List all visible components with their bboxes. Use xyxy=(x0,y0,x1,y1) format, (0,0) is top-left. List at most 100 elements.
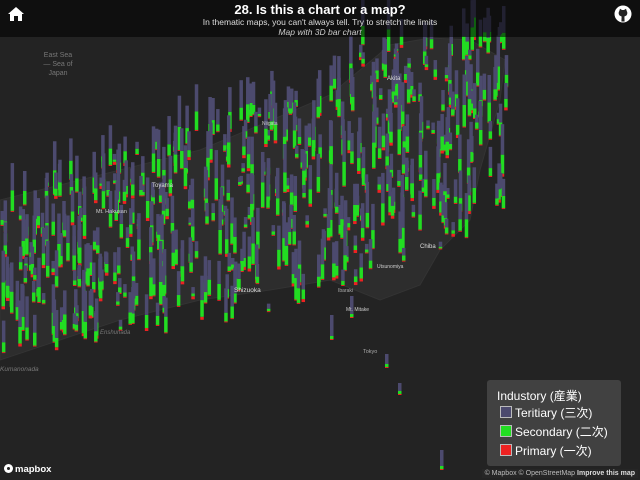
bar-primary xyxy=(426,128,430,130)
bar-secondary xyxy=(108,213,113,227)
bar-primary xyxy=(123,296,127,298)
bar-primary xyxy=(168,193,173,197)
bar-secondary xyxy=(44,190,49,198)
bar-teritiary xyxy=(347,121,351,141)
bar-primary xyxy=(137,259,141,261)
bar-secondary xyxy=(84,271,88,284)
bar-secondary xyxy=(429,39,434,49)
bar-secondary xyxy=(364,249,369,253)
bar-secondary xyxy=(353,204,357,222)
bar-secondary xyxy=(41,253,46,266)
bar-secondary xyxy=(501,195,506,209)
mapbox-logo[interactable]: mapbox xyxy=(4,464,51,475)
bar-teritiary xyxy=(118,278,122,288)
bar-primary xyxy=(337,116,341,118)
bar-primary xyxy=(224,253,229,257)
bar-teritiary xyxy=(92,151,96,178)
home-button[interactable] xyxy=(7,5,25,23)
attribution-osm-link[interactable]: © OpenStreetMap xyxy=(518,470,576,477)
bar-teritiary xyxy=(444,67,449,75)
bar-secondary xyxy=(205,216,209,224)
bar-secondary xyxy=(31,292,36,302)
bar-secondary xyxy=(377,184,381,190)
bar-primary xyxy=(94,200,98,204)
bar-teritiary xyxy=(230,257,235,265)
bar-primary xyxy=(114,219,118,221)
bar-secondary xyxy=(135,148,139,155)
bar-secondary xyxy=(266,135,270,140)
bar-secondary xyxy=(397,129,402,155)
bar-teritiary xyxy=(203,275,208,293)
bar-teritiary xyxy=(94,172,98,189)
bar-secondary xyxy=(359,267,363,279)
bar-primary xyxy=(247,218,252,220)
bar-teritiary xyxy=(134,282,139,296)
bar-teritiary xyxy=(476,48,480,73)
bar-primary xyxy=(173,172,178,174)
bar-secondary xyxy=(341,280,345,286)
bar-secondary xyxy=(10,190,15,211)
bar-teritiary xyxy=(255,244,259,265)
bar-primary xyxy=(372,167,376,169)
bar-secondary xyxy=(176,295,181,306)
bar-primary xyxy=(346,227,351,231)
bar-secondary xyxy=(330,336,334,339)
bar-secondary xyxy=(254,126,258,133)
bar-teritiary xyxy=(177,95,182,127)
bar-secondary xyxy=(405,176,409,190)
bar-secondary xyxy=(247,214,252,219)
bar-primary xyxy=(377,189,381,193)
bar-teritiary xyxy=(466,139,471,168)
bar-secondary xyxy=(250,164,254,180)
bar-teritiary xyxy=(467,175,471,196)
bar-secondary xyxy=(74,324,79,331)
mapbox-logo-text: mapbox xyxy=(15,464,52,475)
bar-teritiary xyxy=(77,264,82,280)
bar-teritiary xyxy=(9,262,14,292)
improve-map-link[interactable]: Improve this map xyxy=(577,470,635,477)
bar-secondary xyxy=(368,260,373,269)
bar-primary xyxy=(113,281,117,285)
bar-secondary xyxy=(433,69,438,77)
bar-teritiary xyxy=(412,89,416,97)
bar-secondary xyxy=(256,231,260,249)
place-label-enshunada: Enshunada xyxy=(100,330,131,336)
bar-primary xyxy=(440,469,444,470)
bar-teritiary xyxy=(36,198,41,217)
bar-primary xyxy=(74,330,79,332)
bar-teritiary xyxy=(114,190,118,212)
bar-secondary xyxy=(177,126,182,150)
bar-secondary xyxy=(497,189,501,200)
bar-teritiary xyxy=(377,176,381,185)
bar-primary xyxy=(288,113,293,115)
bar-secondary xyxy=(224,239,229,254)
bar-primary xyxy=(329,100,333,102)
bar-teritiary xyxy=(411,204,416,213)
bar-primary xyxy=(200,316,204,320)
bar-teritiary xyxy=(285,177,290,186)
bar-secondary xyxy=(145,200,150,218)
bar-teritiary xyxy=(401,147,406,165)
bar-secondary xyxy=(242,257,246,267)
bar-teritiary xyxy=(247,206,252,215)
bar-primary xyxy=(353,282,358,286)
bar-primary xyxy=(241,171,245,173)
bar-teritiary xyxy=(386,165,390,185)
bar-secondary xyxy=(444,227,449,234)
bar-secondary xyxy=(472,108,477,119)
bar-primary xyxy=(254,132,258,134)
bar-teritiary xyxy=(441,195,445,216)
bar-teritiary xyxy=(59,307,64,322)
bar-teritiary xyxy=(130,246,134,255)
bar-teritiary xyxy=(92,230,97,242)
bar-secondary xyxy=(397,180,401,186)
bar-primary xyxy=(223,150,227,152)
github-button[interactable] xyxy=(614,5,632,23)
attribution-mapbox-link[interactable]: © Mapbox xyxy=(484,470,517,477)
bar-teritiary xyxy=(25,296,29,328)
bar-teritiary xyxy=(329,121,333,147)
bar-secondary xyxy=(123,292,127,297)
bar-teritiary xyxy=(151,126,156,154)
bar-teritiary xyxy=(341,119,345,140)
